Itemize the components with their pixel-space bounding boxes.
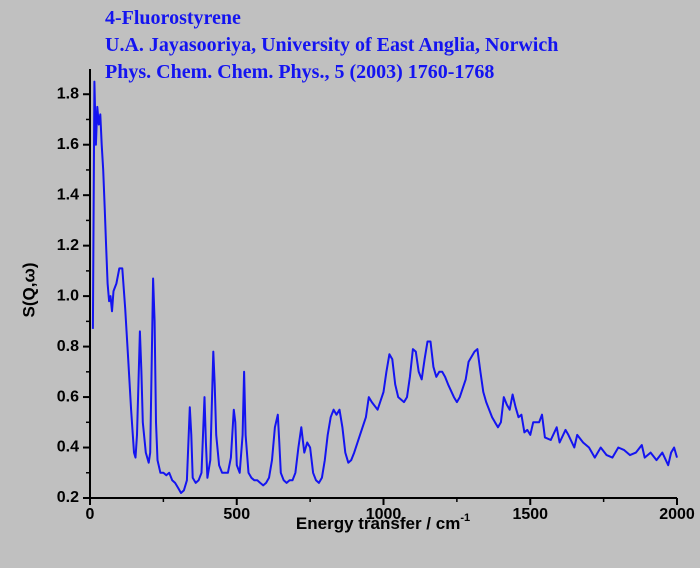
y-tick-label: 0.2 [57,489,79,506]
chart-subtitle: U.A. Jayasooriya, University of East Ang… [105,34,558,56]
x-tick-label: 1000 [366,506,402,523]
x-tick-label: 500 [223,506,250,523]
x-tick-label: 0 [86,506,95,523]
y-tick-label: 0.4 [57,439,79,456]
spectrum-line [91,80,678,494]
y-tick-label: 1.8 [57,85,79,102]
chart-title: 4-Fluorostyrene [105,7,241,29]
y-tick-label: 1.2 [57,237,79,254]
x-tick-label: 1500 [512,506,548,523]
x-axis-label: Energy transfer / cm-1 [296,512,470,534]
y-axis-label: S(Q,ω) [19,263,38,318]
y-tick-label: 0.6 [57,388,79,405]
y-tick-label: 1.6 [57,136,79,153]
x-tick-label: 2000 [659,506,695,523]
chart-subtitle: Phys. Chem. Chem. Phys., 5 (2003) 1760-1… [105,61,494,83]
y-tick-label: 1.4 [57,186,79,203]
y-tick-label: 1.0 [57,287,79,304]
y-tick-label: 0.8 [57,338,79,355]
